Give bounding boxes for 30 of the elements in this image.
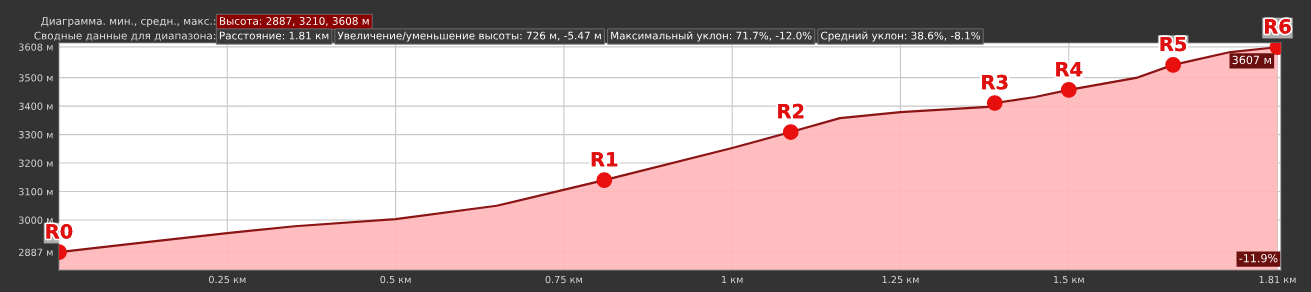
text: Максимальный уклон: 71.7%, -12.0% [611,31,812,42]
annotation: -11.9% [1239,253,1278,263]
y-tick-label: 3100 м [19,188,53,196]
text: Средний уклон: 38.6%, -8.1% [820,31,981,42]
y-tick-label: 3200 м [19,159,53,167]
text: Диаграмма. мин., средн., макс.: [41,17,216,27]
x-tick-label: 1.25 км [882,275,919,284]
x-tick-label: 0.25 км [208,275,246,284]
annotation: R5 [1160,36,1187,52]
y-tick-label: 3300 м [19,131,53,139]
annotation: R6 [1265,19,1291,34]
x-tick-label: 0.75 км [545,275,582,284]
x-tick-label: 1.5 км [1053,275,1084,284]
x-tick-label: 1.81 км [1259,275,1296,284]
annotation: R0 [46,223,73,239]
annotation: R1 [591,152,618,167]
annotation: R4 [1056,61,1083,77]
x-tick-label: 1 км [722,275,743,284]
annotation: R2 [778,103,804,119]
x-tick-label: 0.5 км [380,275,411,284]
y-tick-label: 3400 м [19,102,53,110]
text: Высота: 2887, 3210, 3608 м [219,17,369,26]
text: Расстояние: 1.81 км [219,31,329,40]
data-label: 3607 м [1232,55,1271,65]
y-tick-label: 3608 м [19,43,53,51]
y-tick-label: 2887 м [18,248,53,256]
y-tick-label: 3500 м [19,74,53,82]
annotation: R3 [982,74,1008,90]
text: Увеличение/уменьшение высоты: 726 м, -5.47 м [337,31,601,42]
text: Сводные данные для диапазона: [34,31,216,41]
